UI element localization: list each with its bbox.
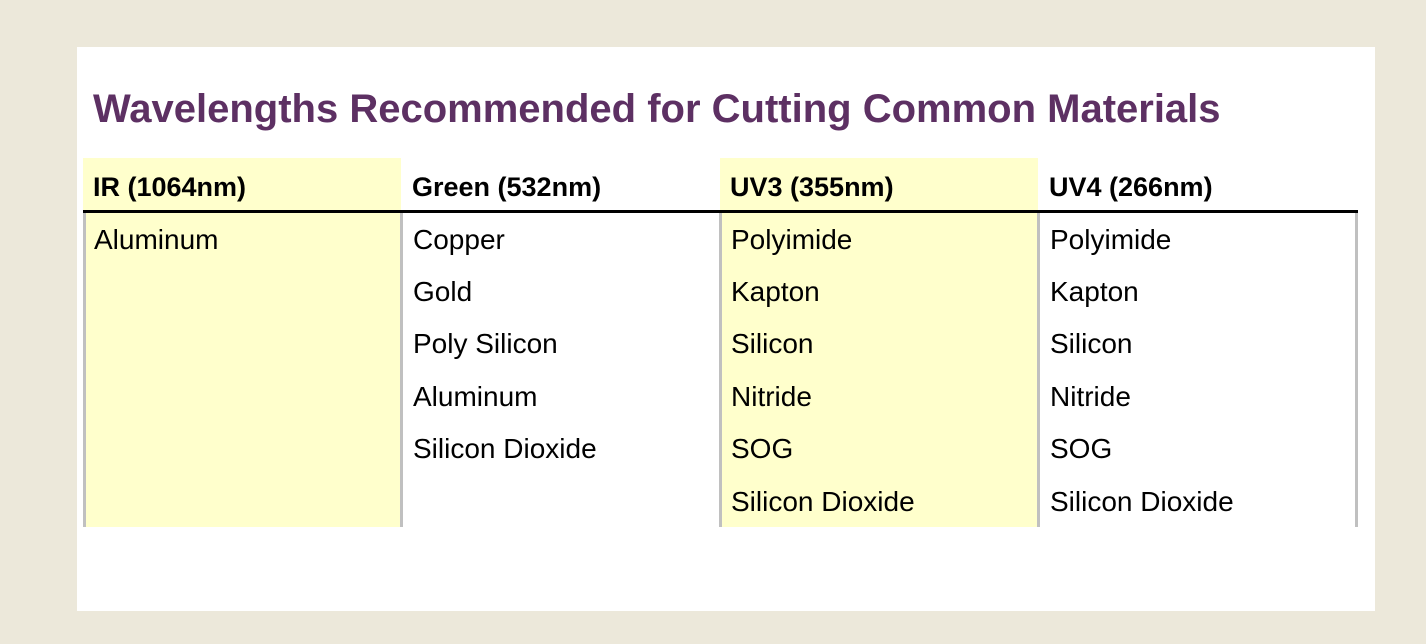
column-divider: [400, 213, 403, 527]
table-cell: Aluminum: [94, 224, 219, 255]
header-divider: [83, 210, 1358, 213]
slide-card: Wavelengths Recommended for Cutting Comm…: [77, 47, 1375, 611]
column-header-ir: IR (1064nm): [93, 172, 247, 202]
table-cell: Copper: [413, 224, 505, 255]
column-divider: [1355, 213, 1358, 527]
column-divider: [83, 213, 86, 527]
table-cell: Silicon Dioxide: [413, 433, 597, 464]
table-cell: SOG: [1050, 433, 1113, 464]
table-cell: Nitride: [731, 381, 812, 412]
table-cell: Poly Silicon: [413, 328, 558, 359]
table-cell: SOG: [731, 433, 794, 464]
table-cell: Silicon: [731, 328, 814, 359]
table-cell: Kapton: [731, 276, 820, 307]
table-cell: Kapton: [1050, 276, 1139, 307]
column-ir: IR (1064nm) Aluminum: [83, 158, 401, 527]
table-cell: Nitride: [1050, 381, 1131, 412]
table-cell: Aluminum: [413, 381, 538, 412]
table-cell: Silicon Dioxide: [1050, 486, 1234, 517]
slide-title: Wavelengths Recommended for Cutting Comm…: [93, 87, 1221, 131]
table-cell: Silicon Dioxide: [731, 486, 915, 517]
column-uv3: UV3 (355nm) Polyimide Kapton Silicon Nit…: [720, 158, 1038, 527]
table-cell: Polyimide: [1050, 224, 1172, 255]
column-green: Green (532nm) Copper Gold Poly Silicon A…: [402, 158, 720, 527]
wavelength-table: IR (1064nm) Aluminum Green (532nm) Coppe…: [83, 158, 1358, 527]
column-divider: [719, 213, 722, 527]
table-cell: Polyimide: [731, 224, 853, 255]
table-cell: Silicon: [1050, 328, 1133, 359]
column-header-uv3: UV3 (355nm): [730, 172, 894, 202]
column-uv4: UV4 (266nm) Polyimide Kapton Silicon Nit…: [1039, 158, 1357, 527]
table-cell: Gold: [413, 276, 473, 307]
column-header-uv4: UV4 (266nm): [1049, 172, 1213, 202]
column-divider: [1037, 213, 1040, 527]
column-header-green: Green (532nm): [412, 172, 602, 202]
